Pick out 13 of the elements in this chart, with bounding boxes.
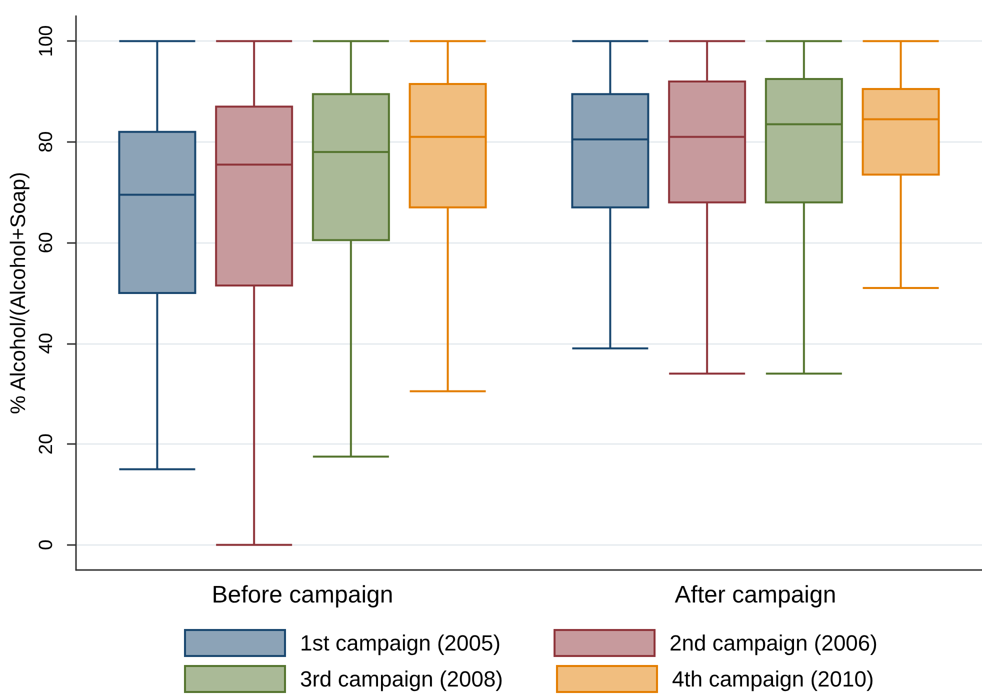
y-tick-label: 60 xyxy=(36,232,57,254)
legend-label: 3rd campaign (2008) xyxy=(300,666,504,692)
legend-label: 1st campaign (2005) xyxy=(300,630,501,656)
y-tick-label: 0 xyxy=(36,540,57,550)
legend-label: 4th campaign (2010) xyxy=(672,666,874,692)
x-tick-label: After campaign xyxy=(674,582,836,608)
x-tick-label: Before campaign xyxy=(212,582,394,608)
y-tick-label: 40 xyxy=(36,332,57,354)
y-tick-label: 80 xyxy=(36,131,57,152)
y-tick-label: 20 xyxy=(36,434,57,455)
legend-label: 2nd campaign (2006) xyxy=(670,630,878,656)
y-axis-title: % Alcohol/(Alcohol+Soap) xyxy=(7,172,30,414)
y-tick-label: 100 xyxy=(36,25,57,58)
